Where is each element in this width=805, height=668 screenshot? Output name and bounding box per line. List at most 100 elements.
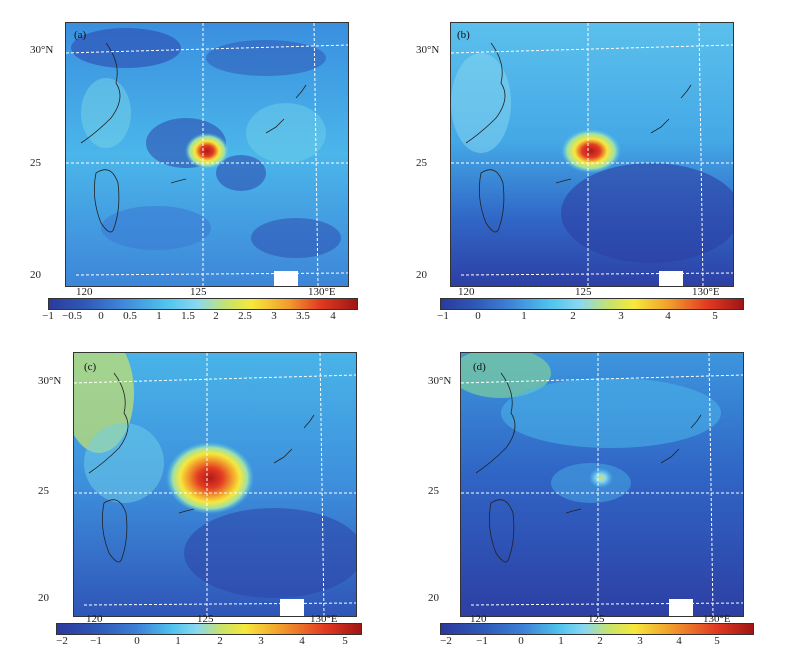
colorbar-tick: 3	[271, 310, 277, 322]
lat-label-25: 25	[38, 485, 49, 497]
colorbar-a	[48, 298, 358, 310]
taiwan-coast	[101, 499, 128, 563]
island-chain	[555, 84, 692, 184]
colorbar-tick: 0	[518, 635, 524, 647]
taiwan-coast	[478, 169, 505, 233]
colorbar-tick: 0	[98, 310, 104, 322]
lat-label-25: 25	[428, 485, 439, 497]
colorbar-tick: 0.5	[123, 310, 137, 322]
colorbar-tick: 0	[475, 310, 481, 322]
island-chain	[178, 414, 315, 514]
panel-label-a: (a)	[74, 29, 87, 41]
map-field-c	[74, 353, 356, 616]
blank-patch	[280, 599, 304, 616]
blank-patch	[274, 271, 298, 286]
colorbar-tick: 2	[217, 635, 223, 647]
hotspot	[185, 133, 229, 169]
gridline	[66, 44, 348, 54]
taiwan-coast	[488, 499, 515, 563]
map-frame-c: (c)	[73, 352, 357, 617]
panel-label-b: (b)	[457, 29, 470, 41]
gridline	[75, 272, 348, 276]
colorbar-tick: 1	[558, 635, 564, 647]
lon-label-130: 130°E	[703, 613, 731, 625]
colorbar-tick: 3	[258, 635, 264, 647]
field-blob	[81, 78, 131, 148]
lon-label-125: 125	[197, 613, 214, 625]
colorbar-tick: 4	[330, 310, 336, 322]
mainland-coast	[88, 372, 129, 474]
hotspot	[166, 442, 254, 514]
lat-label-30: 30°N	[38, 375, 62, 387]
lon-label-125: 125	[575, 286, 592, 298]
colorbar-tick: −1	[90, 635, 102, 647]
colorbar-tick: −1	[42, 310, 54, 322]
lat-label-20: 20	[416, 269, 427, 281]
taiwan-coast	[93, 169, 120, 233]
colorbar-tick: −1	[476, 635, 488, 647]
colorbar-tick: 3	[618, 310, 624, 322]
colorbar-tick: 2	[213, 310, 219, 322]
map-frame-b: (b)	[450, 22, 734, 287]
colorbar-tick: 3	[637, 635, 643, 647]
gridline	[708, 353, 714, 616]
lon-label-125: 125	[588, 613, 605, 625]
map-field-b	[451, 23, 733, 286]
island-chain	[170, 84, 307, 184]
lat-label-25: 25	[30, 157, 41, 169]
field-blob	[561, 163, 733, 263]
field-blob	[216, 155, 266, 191]
colorbar-tick: −2	[440, 635, 452, 647]
blank-patch	[659, 271, 683, 286]
lat-label-25: 25	[416, 157, 427, 169]
colorbar-d	[440, 623, 754, 635]
colorbar-tick: 2	[597, 635, 603, 647]
mainland-coast	[80, 42, 121, 144]
colorbar-tick: −1	[437, 310, 449, 322]
field-blob	[461, 353, 551, 398]
colorbar-b	[440, 298, 744, 310]
gridline	[319, 353, 325, 616]
colorbar-tick: 1.5	[181, 310, 195, 322]
field-blob	[84, 423, 164, 503]
lat-label-30: 30°N	[30, 44, 54, 56]
hotspot	[589, 468, 613, 488]
lat-label-20: 20	[428, 592, 439, 604]
panel-label-d: (d)	[473, 361, 486, 373]
colorbar-tick: 5	[712, 310, 718, 322]
lon-label-120: 120	[86, 613, 103, 625]
island-chain	[565, 414, 702, 514]
lon-label-120: 120	[470, 613, 487, 625]
mainland-coast	[475, 372, 516, 474]
colorbar-tick: 5	[342, 635, 348, 647]
colorbar-tick: 5	[714, 635, 720, 647]
lat-label-30: 30°N	[416, 44, 440, 56]
lon-label-130: 130°E	[308, 286, 336, 298]
colorbar-tick: 1	[175, 635, 181, 647]
field-blob	[251, 218, 341, 258]
colorbar-tick: 2	[570, 310, 576, 322]
gridline	[470, 602, 743, 606]
colorbar-tick: −0.5	[62, 310, 82, 322]
colorbar-tick: −2	[56, 635, 68, 647]
colorbar-tick: 1	[156, 310, 162, 322]
gridline	[698, 23, 704, 286]
gridline	[83, 602, 356, 606]
gridline	[74, 374, 356, 384]
gridline	[460, 272, 733, 276]
lat-label-30: 30°N	[428, 375, 452, 387]
field-blob	[101, 206, 211, 250]
field-blob	[206, 40, 326, 76]
panel-label-c: (c)	[84, 361, 97, 373]
lat-label-20: 20	[30, 269, 41, 281]
lat-label-20: 20	[38, 592, 49, 604]
map-field-d	[461, 353, 743, 616]
field-blob	[184, 508, 356, 598]
blank-patch	[669, 599, 693, 616]
lon-label-130: 130°E	[310, 613, 338, 625]
gridline	[313, 23, 319, 286]
colorbar-tick: 1	[521, 310, 527, 322]
field-blob	[501, 378, 721, 448]
gridline	[451, 44, 733, 54]
colorbar-tick: 2.5	[238, 310, 252, 322]
